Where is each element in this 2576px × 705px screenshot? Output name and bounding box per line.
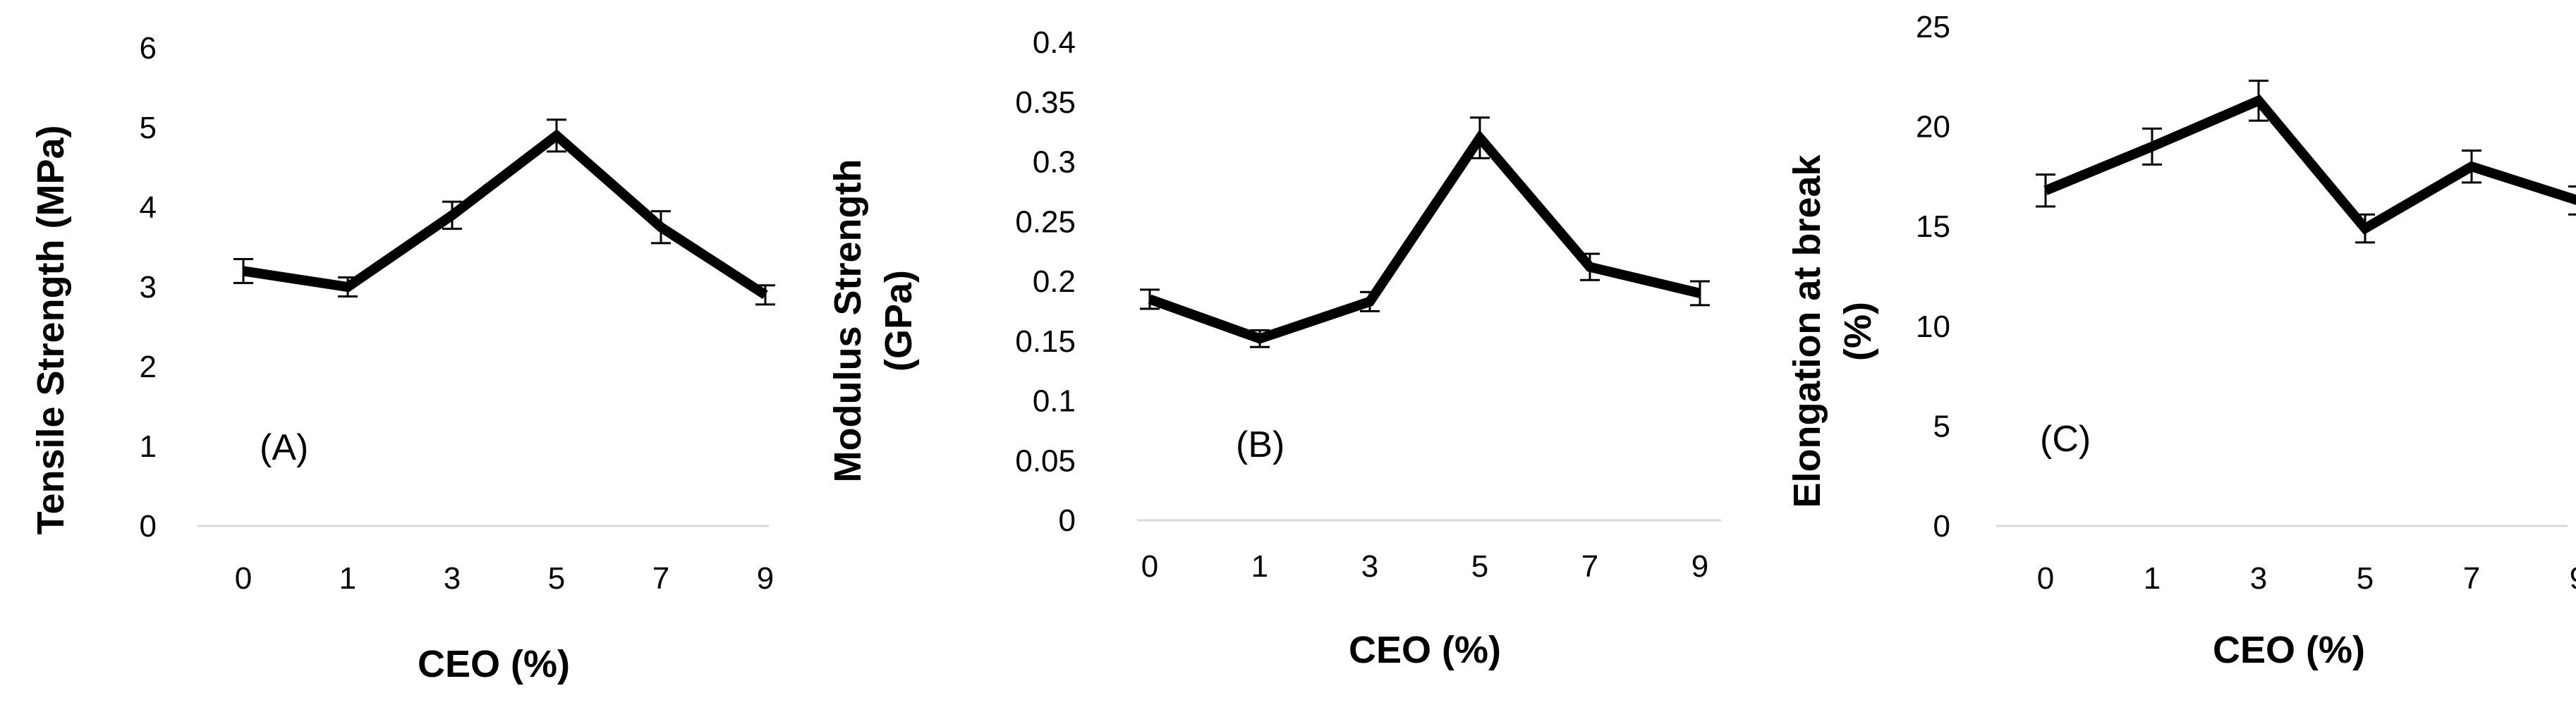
panel-a-x-tick-label: 5 bbox=[548, 561, 565, 596]
panel-a-series-line bbox=[242, 129, 768, 300]
panel-b-y-axis-label-line-1: Modulus Strength bbox=[827, 159, 869, 483]
panel-a-y-tick-label: 3 bbox=[140, 270, 157, 305]
panel-b-x-tick-label: 5 bbox=[1471, 549, 1488, 584]
panel-c-x-tick-label: 5 bbox=[2357, 561, 2374, 596]
panel-c-x-tick-label: 1 bbox=[2144, 561, 2161, 596]
panel-b-data-point bbox=[1149, 298, 1150, 300]
panel-c-x-tick-label: 3 bbox=[2250, 561, 2267, 596]
panel-a-y-tick-label: 0 bbox=[140, 509, 157, 544]
panel-c-x-tick-label: 7 bbox=[2463, 561, 2480, 596]
panel-a-data-point bbox=[765, 294, 766, 296]
panel-a-data-point bbox=[451, 214, 453, 216]
panel-b-y-tick-label: 0.15 bbox=[1015, 324, 1076, 359]
panel-b-data-point bbox=[1479, 137, 1481, 139]
panel-c-data-point bbox=[2471, 166, 2472, 168]
panel-a-x-tick-label: 0 bbox=[235, 561, 252, 596]
panel-c-y-tick-label: 25 bbox=[1916, 10, 1950, 44]
panel-c-x-tick-label: 9 bbox=[2570, 561, 2576, 596]
panel-c-x-axis-label: CEO (%) bbox=[2213, 629, 2365, 671]
panel-a-data-point bbox=[660, 226, 662, 228]
panel-a-y-tick-label: 5 bbox=[140, 111, 157, 145]
panel-b-y-tick-label: 0.25 bbox=[1015, 204, 1076, 239]
panel-a-label: (A) bbox=[260, 427, 308, 468]
panel-c-data-point bbox=[2364, 228, 2366, 230]
panel-b-y-tick-label: 0.4 bbox=[1033, 25, 1076, 60]
panel-b: Modulus Strength (GPa) CEO (%) (B) bbox=[827, 159, 1501, 671]
panel-b-data-point bbox=[1589, 266, 1591, 268]
panel-b-y-tick-label: 0.2 bbox=[1033, 264, 1076, 299]
panel-c-y-axis-label-line-1: Elongation at break bbox=[1786, 154, 1828, 508]
panel-a-y-tick-label: 2 bbox=[140, 350, 157, 384]
panel-b-y-tick-label: 0 bbox=[1059, 503, 1076, 538]
panel-b-label: (B) bbox=[1236, 424, 1284, 465]
panel-b-data-point bbox=[1699, 292, 1701, 294]
panel-a-x-axis-label: CEO (%) bbox=[418, 643, 570, 685]
panel-c-y-tick-label: 20 bbox=[1916, 110, 1950, 145]
panel-a-x-tick-label: 1 bbox=[339, 561, 356, 596]
panel-c-y-tick-label: 15 bbox=[1916, 209, 1950, 244]
panel-c-y-tick-label: 10 bbox=[1916, 309, 1950, 344]
panel-c-y-tick-label: 0 bbox=[1933, 509, 1950, 544]
panel-b-y-tick-label: 0.1 bbox=[1033, 384, 1076, 419]
panel-a-y-axis-label: Tensile Strength (MPa) bbox=[30, 125, 72, 534]
panel-c-label: (C) bbox=[2040, 419, 2091, 460]
panel-b-x-tick-label: 1 bbox=[1251, 549, 1268, 584]
panel-b-data-point bbox=[1369, 300, 1371, 302]
panel-b-x-tick-label: 3 bbox=[1361, 549, 1378, 584]
panel-c-y-tick-label: 5 bbox=[1933, 409, 1950, 443]
panel-a-y-tick-label: 1 bbox=[140, 429, 157, 464]
panel-b-y-tick-label: 0.35 bbox=[1015, 85, 1076, 120]
panel-c-error-bar bbox=[2568, 185, 2576, 216]
panel-b-y-axis-label-line-2: (GPa) bbox=[877, 270, 920, 372]
panel-b-y-tick-label: 0.05 bbox=[1015, 443, 1076, 478]
panel-b-x-axis-label: CEO (%) bbox=[1349, 629, 1501, 671]
panel-c-data-point bbox=[2151, 145, 2153, 147]
panel-c-x-tick-label: 0 bbox=[2037, 561, 2054, 596]
panel-a-x-tick-label: 3 bbox=[444, 561, 461, 596]
panel-b-x-tick-label: 9 bbox=[1691, 549, 1708, 584]
panel-c: Elongation at break (%) CEO (%) (C) bbox=[1786, 154, 2365, 671]
panel-b-x-tick-label: 7 bbox=[1581, 549, 1598, 584]
panel-b-y-tick-label: 0.3 bbox=[1033, 145, 1076, 180]
panel-a-plot: 0 1 2 3 4 5 6 0 1 3 5 7 9 bbox=[140, 31, 775, 596]
panel-c-data-point bbox=[2045, 190, 2046, 192]
panel-a-x-tick-label: 7 bbox=[652, 561, 669, 596]
panel-a-x-tick-label: 9 bbox=[757, 561, 774, 596]
panel-a-data-point bbox=[556, 135, 557, 137]
panel-a-data-point bbox=[243, 270, 244, 272]
panel-b-series-line bbox=[1148, 130, 1701, 344]
panel-a: Tensile Strength (MPa) CEO (%) (A) bbox=[30, 125, 570, 685]
panel-a-data-point bbox=[347, 286, 348, 288]
panel-c-data-point bbox=[2258, 99, 2259, 102]
panel-b-data-point bbox=[1259, 338, 1260, 340]
panel-c-plot: 0 5 10 15 20 25 0 1 3 5 7 9 bbox=[1916, 10, 2576, 596]
panel-b-plot: 0 0.05 0.1 0.15 0.2 0.25 0.3 0.35 0.4 0 1 3 5 7 9 bbox=[1015, 25, 1721, 584]
panel-c-series-line bbox=[2043, 94, 2576, 235]
panel-c-y-axis-label-line-2: (%) bbox=[1837, 302, 1879, 361]
panel-a-y-tick-label: 4 bbox=[140, 190, 157, 225]
panel-b-x-tick-label: 0 bbox=[1141, 549, 1158, 584]
panel-a-y-tick-label: 6 bbox=[140, 31, 157, 66]
